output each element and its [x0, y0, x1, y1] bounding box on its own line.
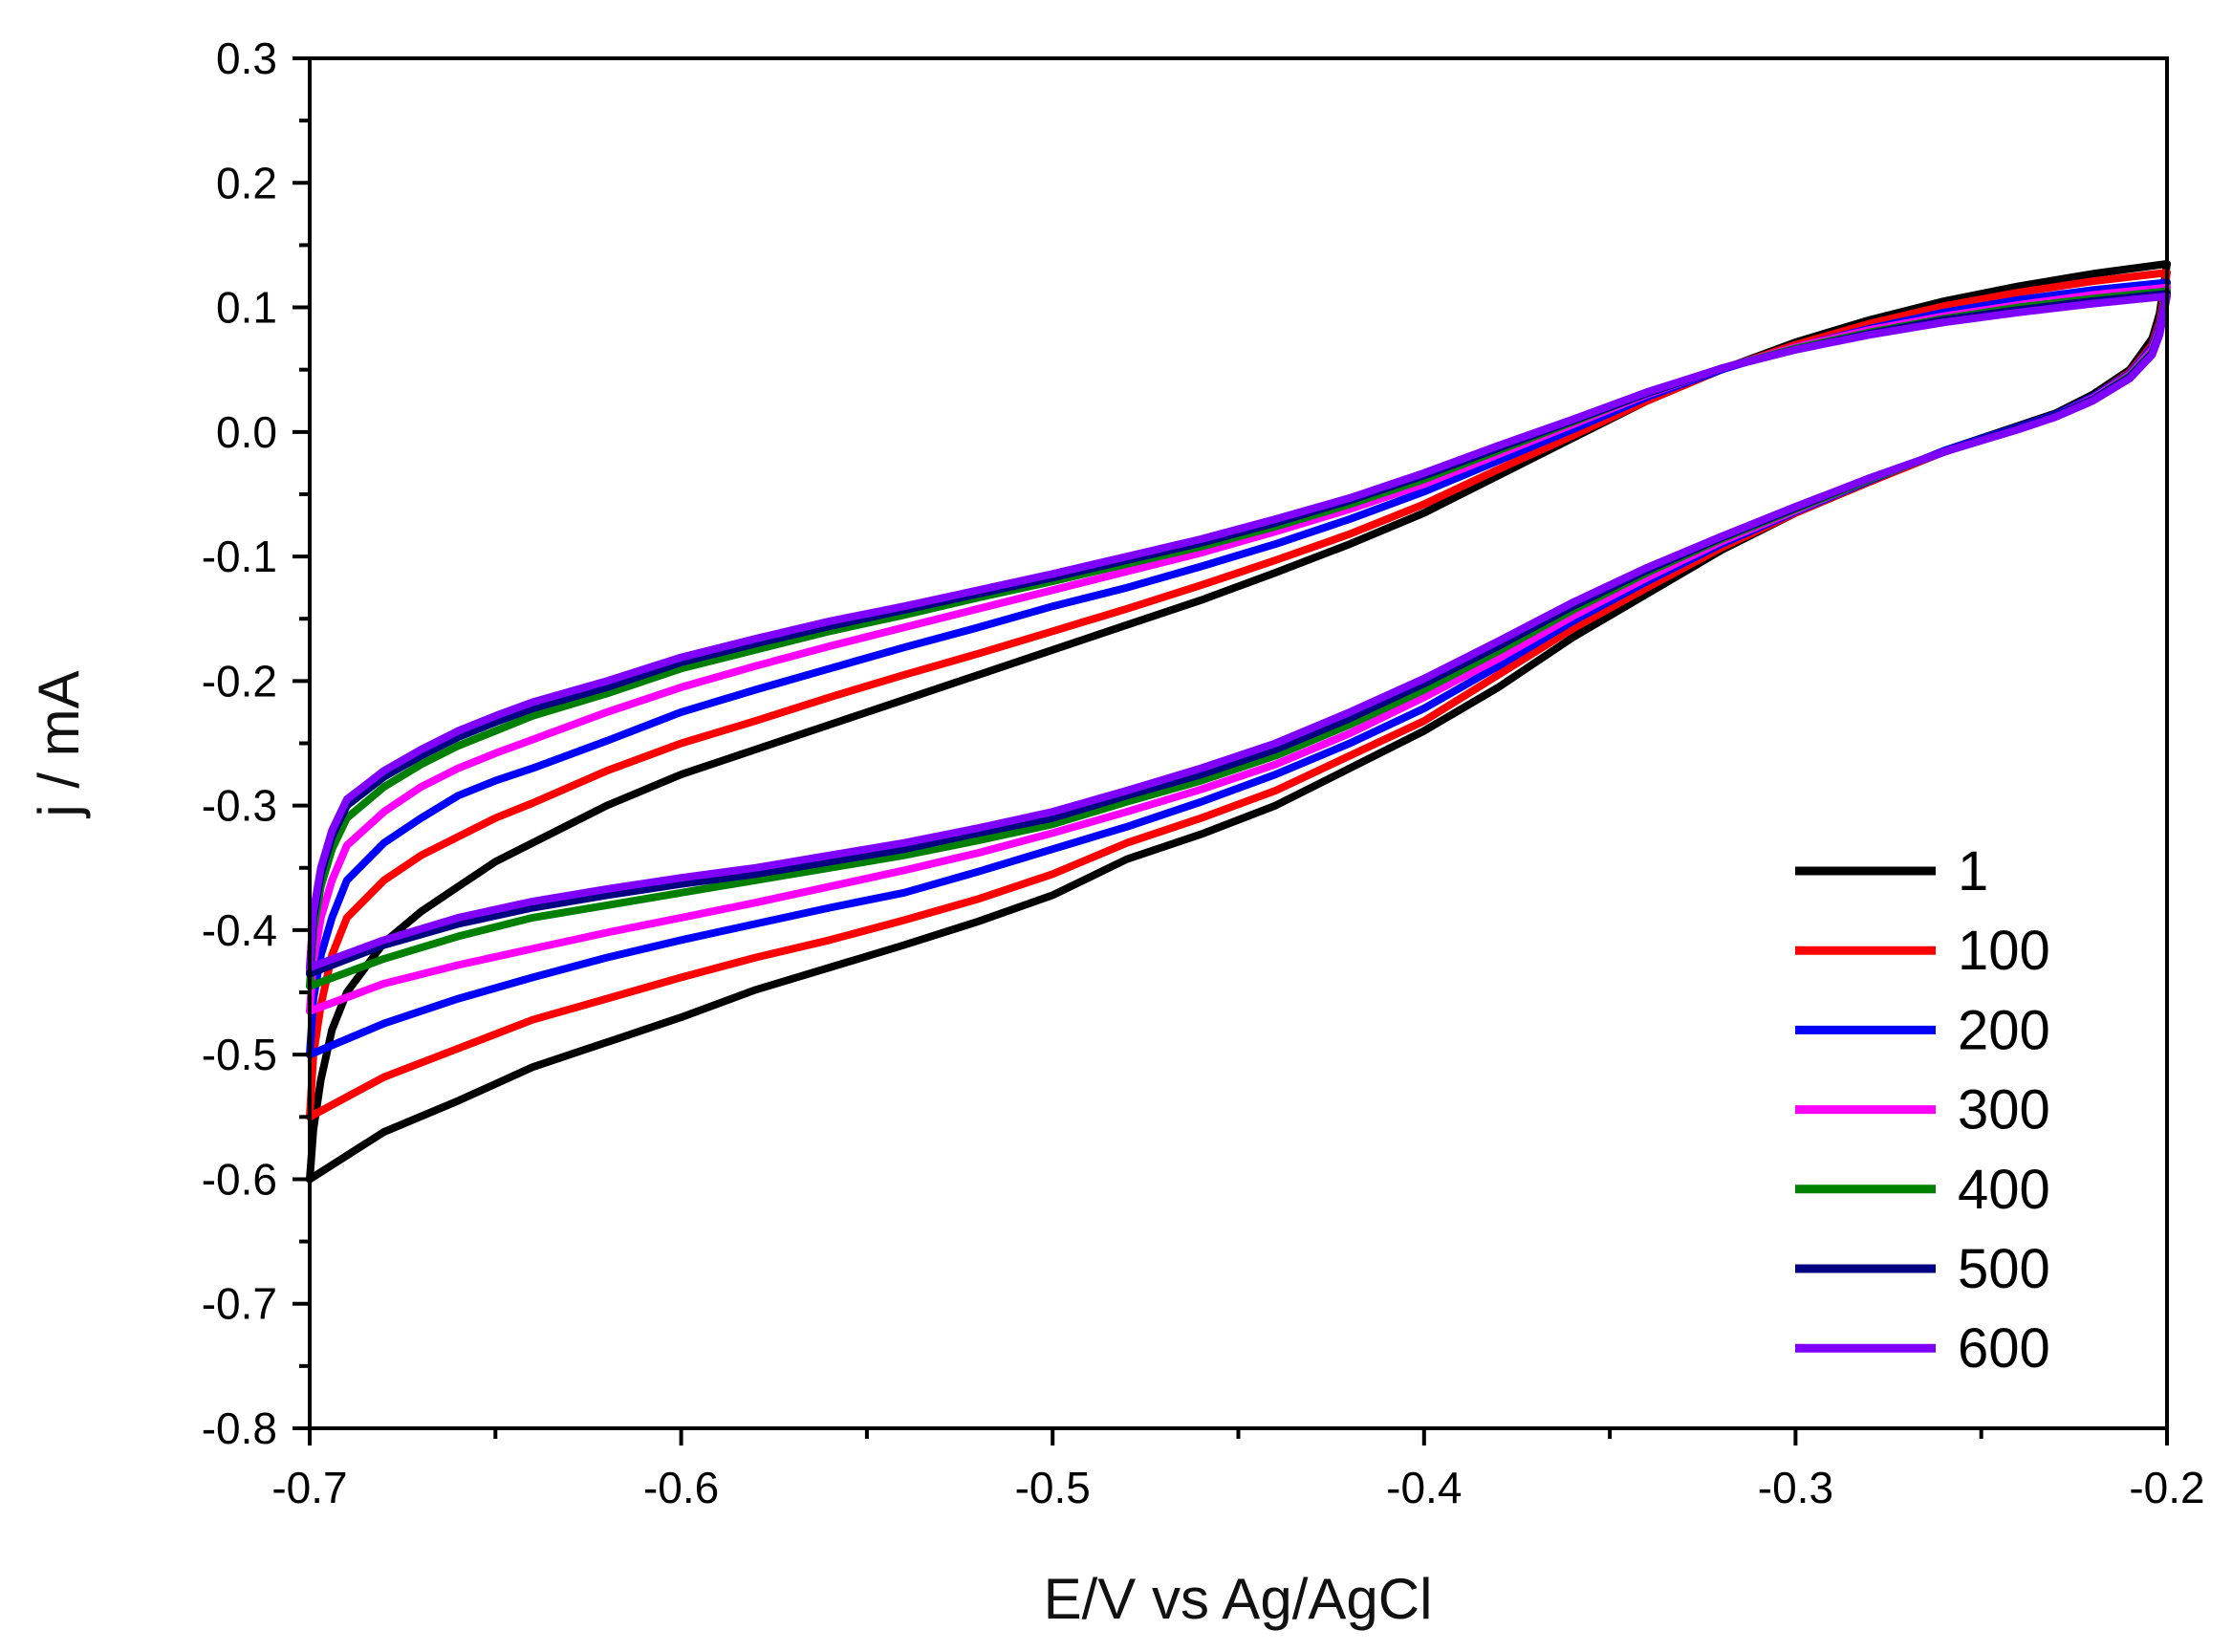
legend-item-400: 400	[1795, 1159, 2050, 1221]
y-tick-label: -0.4	[202, 905, 277, 955]
y-tick-label: -0.5	[202, 1030, 277, 1079]
x-tick-label: -0.6	[643, 1463, 719, 1512]
legend-item-300: 300	[1795, 1079, 2050, 1141]
y-axis-title: j / mA	[27, 670, 91, 818]
legend: 1 100 200 300 400 500 600	[1795, 840, 2050, 1380]
y-tick-label: -0.6	[202, 1154, 277, 1204]
y-tick-label: 0.0	[216, 407, 277, 457]
legend-item-500: 500	[1795, 1238, 2050, 1300]
ticks-layer	[293, 56, 2169, 1446]
y-tick-label: 0.3	[216, 33, 277, 83]
series-600	[306, 292, 2171, 971]
legend-label: 500	[1958, 1238, 2050, 1300]
y-tick-label: -0.7	[202, 1279, 277, 1329]
legend-item-200: 200	[1795, 999, 2050, 1061]
x-tick-label: -0.7	[271, 1463, 347, 1512]
legend-label: 400	[1958, 1159, 2050, 1221]
y-tick-label: -0.8	[202, 1403, 277, 1453]
x-tick-label: -0.3	[1758, 1463, 1833, 1512]
y-tick-label: -0.2	[202, 656, 277, 706]
series-layer	[306, 260, 2171, 1184]
y-tick-label: 0.2	[216, 158, 277, 207]
y-tick-label: -0.3	[202, 781, 277, 831]
legend-label: 1	[1958, 840, 1988, 902]
y-tick-label: 0.1	[216, 283, 277, 333]
series-line-600-cathodic	[306, 292, 2171, 971]
x-tick-label: -0.5	[1015, 1463, 1091, 1512]
x-axis-title: E/V vs Ag/AgCl	[1044, 1567, 1433, 1631]
x-tick-label: -0.4	[1386, 1463, 1462, 1512]
y-tick-label: -0.1	[202, 532, 277, 581]
legend-label: 300	[1958, 1079, 2050, 1141]
legend-label: 200	[1958, 999, 2050, 1061]
x-tick-label: -0.2	[2129, 1463, 2204, 1512]
series-line-600-anodic	[306, 292, 2171, 971]
legend-label: 100	[1958, 920, 2050, 982]
legend-item-100: 100	[1795, 920, 2050, 982]
legend-item-1: 1	[1795, 840, 1988, 902]
tick-labels-layer: -0.7 -0.6 -0.5 -0.4 -0.3 -0.2 0.3 0.2 0.1 0.0 -0.1…	[202, 33, 2205, 1512]
legend-label: 600	[1958, 1317, 2050, 1380]
legend-item-600: 600	[1795, 1317, 2050, 1380]
